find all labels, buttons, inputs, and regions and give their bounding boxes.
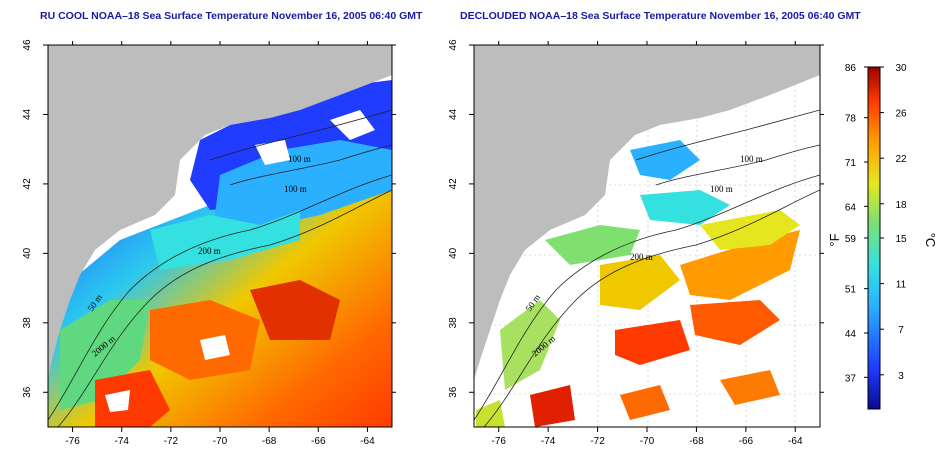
- depth-contour: [209, 109, 392, 161]
- land-mass: [48, 45, 392, 380]
- lon-tick-label: -70: [640, 436, 655, 447]
- gulf-stream-region: [95, 370, 170, 427]
- depth-label: 200 m: [198, 246, 221, 256]
- lon-tick-label: -76: [491, 436, 506, 447]
- nearshore-water-patch: [476, 400, 505, 427]
- depth-label: 200 m: [630, 252, 653, 262]
- lon-tick-label: -74: [541, 436, 556, 447]
- lon-tick-label: -70: [213, 436, 228, 447]
- lon-tick-label: -66: [739, 436, 754, 447]
- lat-tick-label: 36: [448, 386, 459, 398]
- fahrenheit-tick-label: 51: [845, 285, 857, 296]
- lon-tick-label: -64: [360, 436, 375, 447]
- lon-tick-label: -66: [311, 436, 326, 447]
- cloud-patch: [255, 140, 290, 165]
- lat-tick-label: 44: [448, 108, 459, 120]
- cool-water-patch: [630, 140, 700, 180]
- depth-contour: [655, 144, 820, 186]
- right-map-axes: -76 -74 -72 -70 -68 -66 -64 36 38 40 42 44 46: [448, 39, 824, 447]
- depth-contour: [635, 109, 820, 161]
- celsius-tick-label: 30: [895, 63, 907, 74]
- lat-tick-label: 46: [448, 39, 459, 51]
- celsius-tick-label: 11: [896, 280, 907, 291]
- celsius-unit-label: °C: [923, 233, 938, 248]
- fahrenheit-tick-label: 86: [845, 63, 857, 74]
- celsius-tick-label: 15: [895, 234, 907, 245]
- warm-water-patch: [700, 210, 800, 250]
- lat-tick-label: 44: [22, 108, 33, 120]
- cool-water-region: [215, 140, 392, 230]
- lat-tick-label: 40: [448, 247, 459, 259]
- colorbar-scale: [867, 66, 881, 410]
- depth-label: 100 m: [740, 154, 763, 164]
- depth-contour: [57, 189, 392, 427]
- lat-tick-label: 38: [448, 317, 459, 329]
- fahrenheit-tick-label: 64: [845, 202, 857, 213]
- warm-core-region: [250, 280, 340, 340]
- cool-water-patch: [640, 190, 730, 225]
- lon-tick-label: -74: [114, 436, 129, 447]
- shelf-water-region: [150, 210, 300, 270]
- nearshore-water-patch: [500, 300, 560, 390]
- warm-eddy-patch: [615, 320, 690, 365]
- lat-tick-label: 42: [448, 178, 459, 190]
- cloud-patch: [330, 110, 375, 140]
- warm-eddy-patch: [690, 300, 780, 345]
- depth-contour: [474, 174, 820, 421]
- warm-water-patch: [680, 230, 800, 300]
- lat-tick-label: 46: [22, 39, 33, 51]
- celsius-tick-label: 7: [898, 325, 904, 336]
- cloud-patch: [200, 335, 230, 360]
- lat-tick-label: 40: [22, 247, 33, 259]
- depth-label: 100 m: [288, 154, 311, 164]
- right-map-title: DECLOUDED NOAA–18 Sea Surface Temperatur…: [460, 10, 861, 22]
- warm-water-patch: [620, 385, 670, 420]
- celsius-tick-label: 26: [895, 109, 907, 120]
- celsius-tick-label: 22: [895, 154, 907, 165]
- fahrenheit-tick-label: 71: [845, 158, 857, 169]
- colorbar: 86 78 71 64 59 51 44 37 30 26 22 18 15 11 7 3 °F °C: [827, 63, 938, 410]
- depth-label: 100 m: [284, 184, 307, 194]
- left-map-axes: -76 -74 -72 -70 -68 -66 -64 36 38 40 42 44 46: [22, 39, 396, 447]
- lon-tick-label: -72: [590, 436, 605, 447]
- shelf-water-patch: [545, 225, 640, 265]
- nearshore-water-region: [60, 300, 150, 410]
- lon-tick-label: -68: [262, 436, 277, 447]
- lat-tick-label: 38: [22, 317, 33, 329]
- gulf-stream-patch: [530, 385, 575, 427]
- cloud-patch: [105, 390, 130, 412]
- right-sst-map: [474, 45, 820, 427]
- colorbar-ticks: 86 78 71 64 59 51 44 37 30 26 22 18 15 11 7 3: [845, 63, 907, 384]
- lat-tick-label: 42: [22, 178, 33, 190]
- warm-water-patch: [720, 370, 780, 405]
- lon-tick-label: -76: [65, 436, 80, 447]
- land-mass: [474, 45, 820, 380]
- lat-tick-label: 36: [22, 386, 33, 398]
- depth-contour: [48, 174, 392, 421]
- fahrenheit-tick-label: 78: [845, 114, 857, 125]
- depth-contour: [483, 189, 820, 427]
- fahrenheit-tick-label: 37: [845, 373, 857, 384]
- left-map-title: RU COOL NOAA–18 Sea Surface Temperature …: [40, 10, 423, 22]
- lon-tick-label: -68: [689, 436, 704, 447]
- depth-label: 100 m: [710, 184, 733, 194]
- fahrenheit-unit-label: °F: [827, 233, 842, 246]
- lon-tick-label: -72: [164, 436, 179, 447]
- celsius-tick-label: 3: [898, 371, 904, 382]
- lon-tick-label: -64: [788, 436, 803, 447]
- depth-contour: [229, 144, 392, 186]
- celsius-tick-label: 18: [895, 200, 907, 211]
- left-sst-map: [48, 45, 392, 427]
- fahrenheit-tick-label: 44: [845, 329, 857, 340]
- fahrenheit-tick-label: 59: [845, 234, 857, 245]
